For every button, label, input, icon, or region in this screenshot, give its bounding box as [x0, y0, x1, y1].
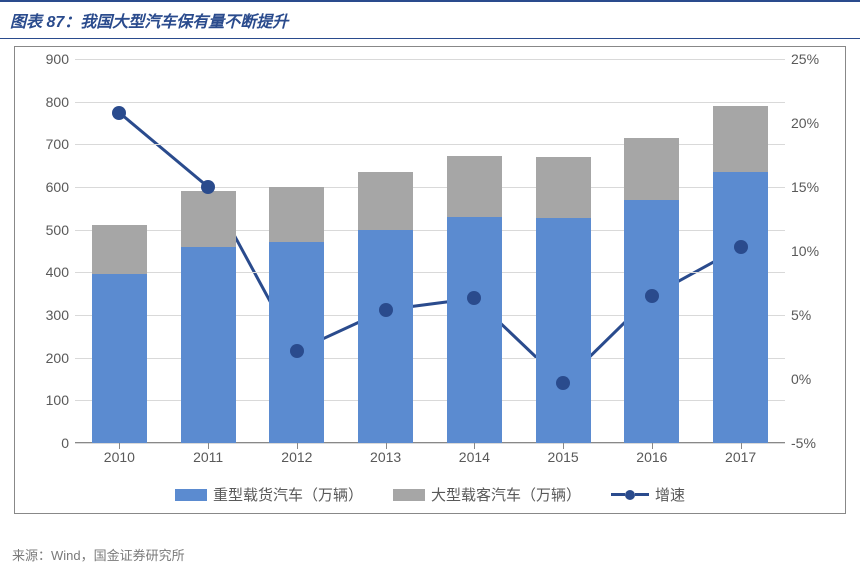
- growth-marker: [467, 291, 481, 305]
- plot-area: 0100200300400500600700800900-5%0%5%10%15…: [75, 59, 785, 443]
- figure-title-text: 我国大型汽车保有量不断提升: [80, 14, 288, 31]
- y-left-tick-label: 700: [46, 136, 75, 152]
- bar-segment-large_bus: [536, 157, 591, 218]
- bar-segment-heavy_truck: [536, 218, 591, 443]
- growth-marker: [556, 376, 570, 390]
- y-right-tick-label: 0%: [785, 371, 811, 387]
- x-tick: [208, 443, 209, 449]
- growth-marker: [734, 240, 748, 254]
- bar-segment-large_bus: [181, 191, 236, 246]
- figure-title-bar: 图表 87：我国大型汽车保有量不断提升: [0, 0, 860, 39]
- legend-label: 增速: [655, 484, 685, 505]
- y-left-tick-label: 200: [46, 350, 75, 366]
- x-tick: [297, 443, 298, 449]
- growth-marker: [201, 180, 215, 194]
- legend: 重型载货汽车（万辆） 大型载客汽车（万辆） 增速: [75, 484, 785, 505]
- bar-segment-heavy_truck: [92, 274, 147, 443]
- bar-group: [269, 59, 324, 443]
- y-right-tick-label: 25%: [785, 51, 819, 67]
- growth-marker: [112, 106, 126, 120]
- bar-segment-heavy_truck: [713, 172, 768, 443]
- legend-label: 重型载货汽车（万辆）: [213, 484, 363, 505]
- bar-group: [447, 59, 502, 443]
- bar-segment-large_bus: [269, 187, 324, 242]
- legend-item: 增速: [611, 484, 685, 505]
- bar-segment-heavy_truck: [447, 217, 502, 443]
- legend-swatch: [393, 489, 425, 501]
- bar-segment-large_bus: [92, 225, 147, 274]
- figure-container: 图表 87：我国大型汽车保有量不断提升 0 100 200 300 400 500 600 7…: [0, 0, 860, 574]
- legend-swatch: [175, 489, 207, 501]
- y-left-tick-label: 600: [46, 179, 75, 195]
- x-tick: [652, 443, 653, 449]
- bar-segment-large_bus: [713, 106, 768, 172]
- y-left-tick-label: 0: [61, 435, 75, 451]
- gridline: [75, 443, 785, 444]
- bar-segment-heavy_truck: [624, 200, 679, 443]
- legend-label: 大型载客汽车（万辆）: [431, 484, 581, 505]
- y-left-tick-label: 400: [46, 264, 75, 280]
- y-left-tick-label: 800: [46, 94, 75, 110]
- bar-segment-large_bus: [447, 156, 502, 217]
- growth-marker: [290, 344, 304, 358]
- legend-line-marker: [611, 490, 649, 500]
- y-right-tick-label: -5%: [785, 435, 816, 451]
- legend-item: 大型载客汽车（万辆）: [393, 484, 581, 505]
- legend-item: 重型载货汽车（万辆）: [175, 484, 363, 505]
- x-tick: [119, 443, 120, 449]
- y-right-tick-label: 10%: [785, 243, 819, 259]
- growth-marker: [645, 289, 659, 303]
- chart-area: 0 100 200 300 400 500 600 700 800 900 -5% 0% 5% 10% 15…: [14, 46, 846, 514]
- bar-segment-heavy_truck: [269, 242, 324, 443]
- y-right-tick-label: 20%: [785, 115, 819, 131]
- y-right-tick-label: 15%: [785, 179, 819, 195]
- bar-group: [181, 59, 236, 443]
- y-left-tick-label: 100: [46, 392, 75, 408]
- bar-group: [358, 59, 413, 443]
- y-right-tick-label: 5%: [785, 307, 811, 323]
- x-tick: [386, 443, 387, 449]
- y-left-tick-label: 500: [46, 222, 75, 238]
- growth-marker: [379, 303, 393, 317]
- bar-group: [624, 59, 679, 443]
- x-tick: [474, 443, 475, 449]
- x-tick: [741, 443, 742, 449]
- x-tick: [563, 443, 564, 449]
- y-left-tick-label: 900: [46, 51, 75, 67]
- bar-segment-heavy_truck: [358, 230, 413, 443]
- bar-segment-large_bus: [624, 138, 679, 200]
- bar-segment-large_bus: [358, 172, 413, 230]
- figure-number: 图表 87：: [10, 14, 80, 31]
- source-text: 来源：Wind，国金证券研究所: [12, 545, 185, 564]
- bar-segment-heavy_truck: [181, 247, 236, 443]
- y-left-tick-label: 300: [46, 307, 75, 323]
